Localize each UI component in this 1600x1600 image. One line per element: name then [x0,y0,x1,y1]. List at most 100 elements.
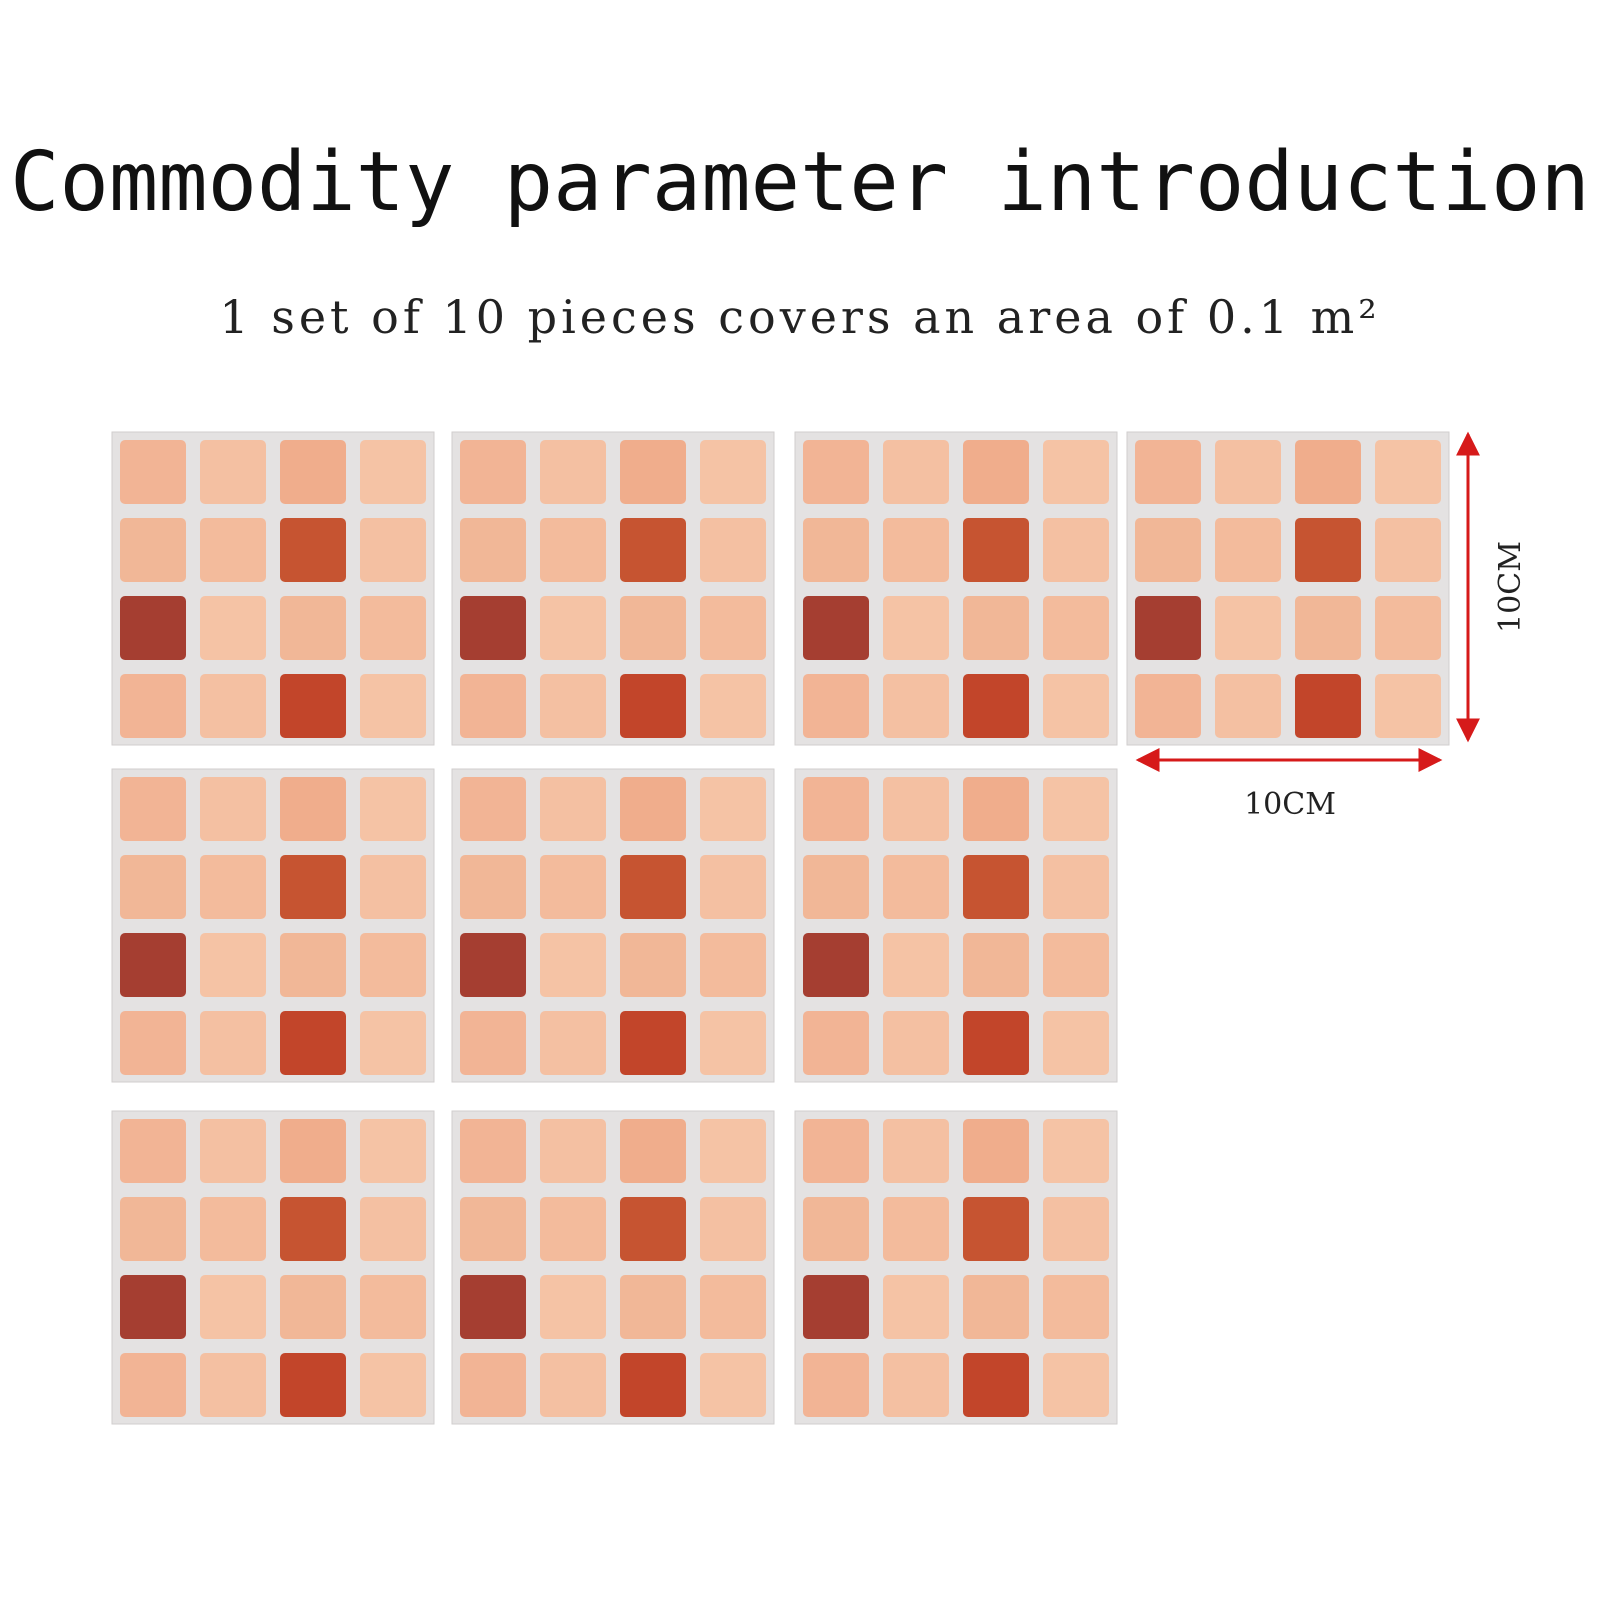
mosaic-square [883,1275,949,1339]
mosaic-square [280,1011,346,1075]
mosaic-square [360,674,426,738]
mosaic-square [963,596,1029,660]
mosaic-square [963,518,1029,582]
mosaic-square [120,855,186,919]
mosaic-square [460,518,526,582]
mosaic-square [200,518,266,582]
mosaic-square [1295,440,1361,504]
mosaic-square [120,1119,186,1183]
mosaic-square [200,674,266,738]
mosaic-square [883,596,949,660]
mosaic-square [700,1275,766,1339]
mosaic-square [360,1353,426,1417]
mosaic-square [460,1275,526,1339]
mosaic-square [540,855,606,919]
mosaic-square [360,855,426,919]
mosaic-square [620,777,686,841]
mosaic-square [803,1119,869,1183]
mosaic-square [540,518,606,582]
mosaic-square [883,1197,949,1261]
mosaic-square [540,777,606,841]
mosaic-square [963,1197,1029,1261]
mosaic-square [1215,440,1281,504]
mosaic-square [540,1011,606,1075]
mosaic-square [200,933,266,997]
mosaic-square [1043,518,1109,582]
mosaic-square [460,1119,526,1183]
mosaic-square [883,1119,949,1183]
mosaic-square [803,440,869,504]
mosaic-square [700,518,766,582]
mosaic-square [1135,674,1201,738]
mosaic-square [1043,1353,1109,1417]
mosaic-square [1215,596,1281,660]
mosaic-square [460,855,526,919]
mosaic-square [883,933,949,997]
mosaic-square [540,1119,606,1183]
mosaic-square [1295,596,1361,660]
mosaic-square [963,1353,1029,1417]
mosaic-square [700,596,766,660]
mosaic-square [1375,440,1441,504]
mosaic-square [620,596,686,660]
mosaic-square [963,777,1029,841]
mosaic-square [120,440,186,504]
mosaic-square [963,933,1029,997]
mosaic-square [280,1119,346,1183]
mosaic-square [883,674,949,738]
mosaic-square [1043,855,1109,919]
mosaic-square [280,777,346,841]
subtitle: 1 set of 10 pieces covers an area of 0.1… [219,290,1381,344]
mosaic-square [963,1119,1029,1183]
mosaic-square [460,596,526,660]
mosaic-square [460,933,526,997]
mosaic-square [620,1275,686,1339]
mosaic-square [963,1275,1029,1339]
mosaic-square [803,1275,869,1339]
mosaic-square [540,1275,606,1339]
mosaic-square [700,777,766,841]
mosaic-square [360,1119,426,1183]
mosaic-square [1043,596,1109,660]
mosaic-square [700,1353,766,1417]
title: Commodity parameter introduction [10,135,1590,230]
mosaic-square [883,855,949,919]
mosaic-square [360,596,426,660]
mosaic-square [460,1353,526,1417]
mosaic-square [540,674,606,738]
mosaic-square [360,518,426,582]
mosaic-square [963,1011,1029,1075]
mosaic-square [120,933,186,997]
mosaic-square [883,1011,949,1075]
mosaic-square [620,933,686,997]
mosaic-square [803,777,869,841]
mosaic-square [803,1011,869,1075]
mosaic-square [620,440,686,504]
mosaic-square [620,1353,686,1417]
mosaic-square [280,440,346,504]
mosaic-square [1375,674,1441,738]
mosaic-square [200,1011,266,1075]
mosaic-square [280,596,346,660]
mosaic-square [883,1353,949,1417]
mosaic-square [120,518,186,582]
mosaic-square [700,674,766,738]
mosaic-square [280,518,346,582]
mosaic-square [620,1119,686,1183]
height-label: 10CM [1493,541,1528,633]
mosaic-square [200,1353,266,1417]
mosaic-square [200,777,266,841]
mosaic-square [700,855,766,919]
mosaic-square [360,1275,426,1339]
mosaic-square [963,855,1029,919]
mosaic-square [540,1353,606,1417]
mosaic-square [280,933,346,997]
mosaic-square [700,1119,766,1183]
mosaic-square [360,1011,426,1075]
mosaic-square [1215,518,1281,582]
width-label: 10CM [1244,787,1336,822]
mosaic-square [200,1119,266,1183]
mosaic-square [1043,1119,1109,1183]
mosaic-square [803,1353,869,1417]
